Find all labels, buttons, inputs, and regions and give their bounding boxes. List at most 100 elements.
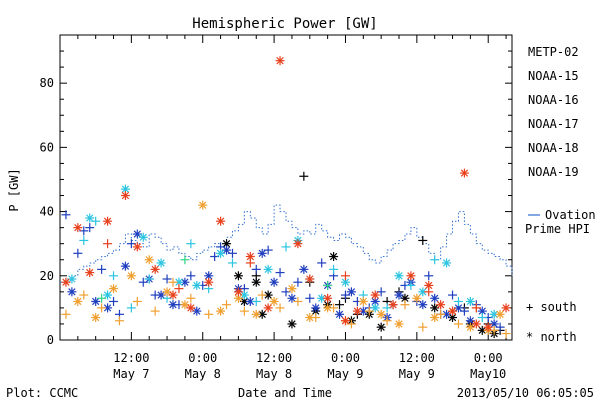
south-point	[382, 316, 392, 326]
south-point	[257, 290, 267, 300]
south-point	[305, 293, 315, 303]
y-tick-label: 40	[40, 205, 54, 219]
marker-stroke	[157, 291, 165, 299]
x-tick-date-label: May 7	[113, 367, 149, 381]
marker-stroke	[205, 272, 213, 280]
marker-stroke	[478, 326, 486, 335]
marker-stroke	[466, 297, 475, 306]
north-point	[340, 277, 350, 287]
marker-stroke	[288, 294, 296, 302]
marker-stroke	[163, 288, 171, 296]
marker-stroke	[86, 268, 94, 277]
marker-stroke	[359, 297, 367, 306]
marker-stroke	[252, 278, 260, 286]
marker-stroke	[371, 297, 379, 306]
marker-stroke	[466, 317, 475, 325]
south-point	[471, 303, 481, 313]
marker-stroke	[181, 301, 189, 309]
y-axis: 0 20 40 60 80	[40, 50, 512, 347]
south-point	[186, 293, 196, 303]
south-point	[406, 280, 416, 290]
north-point	[150, 264, 160, 274]
x-tick-date-label: May 9	[399, 367, 435, 381]
marker-legend: + south * north	[526, 300, 577, 344]
north-point	[168, 290, 178, 300]
north-point	[323, 293, 333, 303]
north-point	[251, 277, 261, 287]
marker-stroke	[92, 297, 100, 306]
marker-stroke	[294, 240, 302, 248]
south-point	[275, 268, 285, 278]
south-point	[424, 271, 434, 281]
south-point	[79, 235, 89, 245]
north-point	[501, 303, 511, 313]
south-point	[251, 296, 261, 306]
south-point	[293, 296, 303, 306]
marker-stroke	[169, 291, 177, 299]
north-point	[269, 296, 279, 306]
marker-stroke	[246, 297, 254, 306]
marker-stroke	[145, 256, 153, 264]
marker-stroke	[175, 278, 183, 286]
marker-stroke	[419, 301, 427, 309]
north-point	[442, 258, 452, 268]
x-tick-time-label: 12:00	[256, 351, 292, 365]
marker-stroke	[187, 304, 195, 312]
marker-stroke	[472, 320, 480, 328]
marker-stroke	[306, 275, 314, 283]
marker-stroke	[502, 304, 510, 312]
south-point	[73, 248, 83, 258]
marker-stroke	[103, 291, 112, 299]
north-point	[430, 313, 440, 323]
marker-stroke	[169, 301, 177, 309]
marker-stroke	[139, 233, 147, 241]
north-point	[257, 309, 267, 319]
marker-stroke	[133, 243, 141, 251]
legend-entry: METP-02	[528, 45, 579, 59]
marker-stroke	[121, 262, 130, 270]
north-point	[204, 277, 214, 287]
marker-stroke	[496, 310, 504, 318]
ovation-legend-label: Ovation	[545, 208, 596, 222]
x-tick-time-label: 0:00	[188, 351, 217, 365]
marker-stroke	[216, 249, 225, 257]
marker-stroke	[431, 304, 439, 312]
plot-credit: Plot: CCMC	[6, 386, 78, 400]
legend-entry: NOAA-16	[528, 93, 579, 107]
north-point	[287, 319, 297, 329]
marker-stroke	[246, 252, 254, 261]
marker-stroke	[419, 288, 427, 296]
north-point	[126, 271, 136, 281]
marker-stroke	[264, 265, 272, 274]
marker-stroke	[216, 307, 225, 315]
marker-stroke	[258, 310, 266, 318]
south-point	[430, 255, 440, 265]
y-tick-label: 60	[40, 140, 54, 154]
marker-stroke	[121, 185, 130, 193]
north-point	[305, 313, 315, 323]
south-point	[79, 290, 89, 300]
marker-stroke	[490, 320, 498, 328]
marker-stroke	[270, 297, 278, 306]
south-point	[132, 296, 142, 306]
north-point	[370, 290, 380, 300]
south-point	[317, 258, 327, 268]
south-point	[340, 271, 350, 281]
south-point	[186, 271, 196, 281]
marker-stroke	[377, 323, 385, 331]
y-tick-label: 20	[40, 269, 54, 283]
north-point	[269, 277, 279, 287]
south-point	[275, 303, 285, 313]
north-point	[85, 268, 95, 278]
marker-stroke	[252, 310, 260, 318]
north-point	[132, 242, 142, 252]
south-point	[329, 264, 339, 274]
south-point	[126, 303, 136, 313]
south-point	[400, 300, 410, 310]
north-point	[335, 309, 345, 319]
north-point	[323, 303, 333, 313]
marker-stroke	[401, 294, 409, 302]
north-point	[388, 300, 398, 310]
marker-stroke	[341, 317, 350, 325]
south-point	[97, 264, 107, 274]
